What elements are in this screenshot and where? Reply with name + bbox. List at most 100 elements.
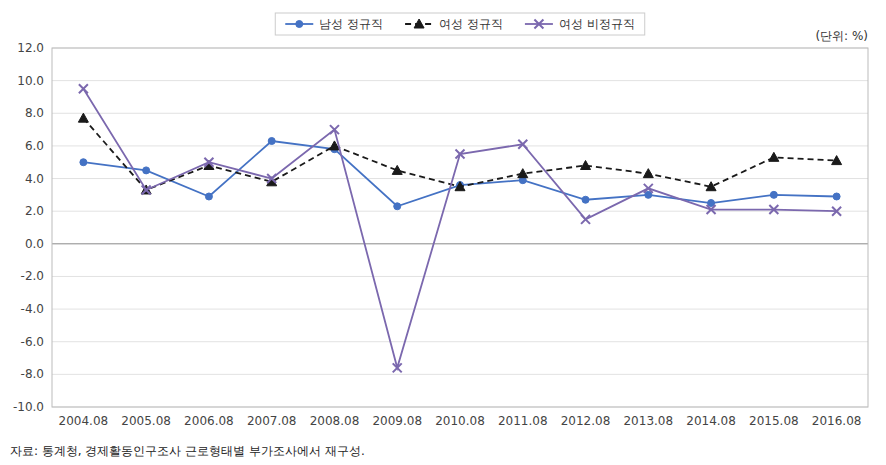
marker (518, 169, 528, 178)
y-tick-label: 2.0 (25, 204, 44, 218)
marker-stroke (518, 140, 527, 149)
grid-line (52, 374, 868, 375)
legend-item: 여성 비정규직 (525, 17, 635, 31)
marker-stroke (832, 207, 841, 216)
marker (833, 193, 840, 200)
y-tick-label: 4.0 (25, 172, 44, 186)
legend-frame (275, 13, 644, 35)
marker-stroke (581, 215, 590, 224)
line (83, 118, 836, 190)
marker-stroke (267, 174, 276, 183)
marker (79, 84, 88, 93)
marker-stroke (142, 185, 151, 194)
marker (581, 160, 591, 169)
zero-line (52, 243, 868, 244)
legend-marker (414, 19, 424, 28)
source-label: 자료: 통계청, 경제활동인구조사 근로형태별 부가조사에서 재구성. (10, 444, 365, 458)
marker (267, 174, 276, 183)
x-tick-label: 2015.08 (749, 414, 799, 428)
marker-stroke (456, 150, 465, 159)
x-tick-label: 2006.08 (184, 414, 234, 428)
marker-stroke (707, 205, 716, 214)
y-tick-label: -2.0 (21, 269, 44, 283)
y-tick-label: 0.0 (25, 237, 44, 251)
marker (455, 182, 465, 191)
marker (518, 140, 527, 149)
grid-line (52, 113, 868, 114)
marker-stroke (769, 205, 778, 214)
y-tick-label: -6.0 (21, 335, 44, 349)
series (78, 113, 841, 194)
marker (770, 191, 777, 198)
marker (393, 363, 402, 372)
y-tick-label: 6.0 (25, 139, 44, 153)
marker-stroke (644, 184, 653, 193)
y-tick-label: -10.0 (13, 400, 44, 414)
marker (204, 158, 213, 167)
marker-stroke (79, 84, 88, 93)
legend: 남성 정규직 여성 정규직 여성 비정규직 (275, 13, 644, 35)
y-tick-label: 12.0 (17, 41, 44, 55)
marker (644, 184, 653, 193)
marker-stroke (142, 185, 151, 194)
x-tick-label: 2005.08 (121, 414, 171, 428)
legend-item: 여성 정규직 (405, 17, 503, 31)
marker-stroke (393, 363, 402, 372)
x-tick-label: 2004.08 (59, 414, 109, 428)
x-tick-label: 2016.08 (812, 414, 862, 428)
marker-stroke (330, 125, 339, 134)
marker (769, 205, 778, 214)
marker (706, 182, 716, 191)
marker-stroke (534, 20, 543, 29)
marker (708, 200, 715, 207)
marker-stroke (330, 125, 339, 134)
x-tick-label: 2009.08 (372, 414, 422, 428)
line (83, 141, 836, 206)
marker-stroke (518, 140, 527, 149)
marker-stroke (644, 184, 653, 193)
marker (78, 113, 88, 122)
marker (645, 191, 652, 198)
marker-stroke (581, 215, 590, 224)
grid-line (52, 341, 868, 342)
plot-area (78, 84, 841, 372)
y-tick-label: -4.0 (21, 302, 44, 316)
grid-line (52, 80, 868, 81)
marker (205, 193, 212, 200)
line (83, 89, 836, 368)
grid-line (52, 309, 868, 310)
x-tick-label: 2012.08 (561, 414, 611, 428)
y-tick-label: -8.0 (21, 367, 44, 381)
marker-stroke (769, 205, 778, 214)
legend-marker (296, 21, 303, 28)
marker (394, 203, 401, 210)
legend-label: 여성 정규직 (439, 17, 503, 31)
series (80, 138, 840, 210)
marker (392, 165, 402, 174)
marker-stroke (204, 158, 213, 167)
marker (832, 156, 842, 165)
marker (330, 125, 339, 134)
marker (80, 159, 87, 166)
grid-line (52, 276, 868, 277)
marker (707, 205, 716, 214)
x-tick-label: 2010.08 (435, 414, 485, 428)
marker-stroke (456, 150, 465, 159)
x-tick-label: 2007.08 (247, 414, 297, 428)
marker-stroke (79, 84, 88, 93)
legend-label: 여성 비정규직 (559, 17, 635, 31)
marker (832, 207, 841, 216)
marker-stroke (393, 363, 402, 372)
marker (582, 196, 589, 203)
y-tick-label: 8.0 (25, 106, 44, 120)
series (79, 84, 841, 372)
marker (143, 167, 150, 174)
grid-line (52, 145, 868, 146)
unit-label: (단위: %) (815, 29, 868, 43)
legend-marker (534, 20, 543, 29)
grid (52, 48, 868, 407)
legend-label: 남성 정규직 (319, 17, 383, 31)
marker (142, 185, 151, 194)
legend-item: 남성 정규직 (285, 17, 383, 31)
marker (643, 169, 653, 178)
